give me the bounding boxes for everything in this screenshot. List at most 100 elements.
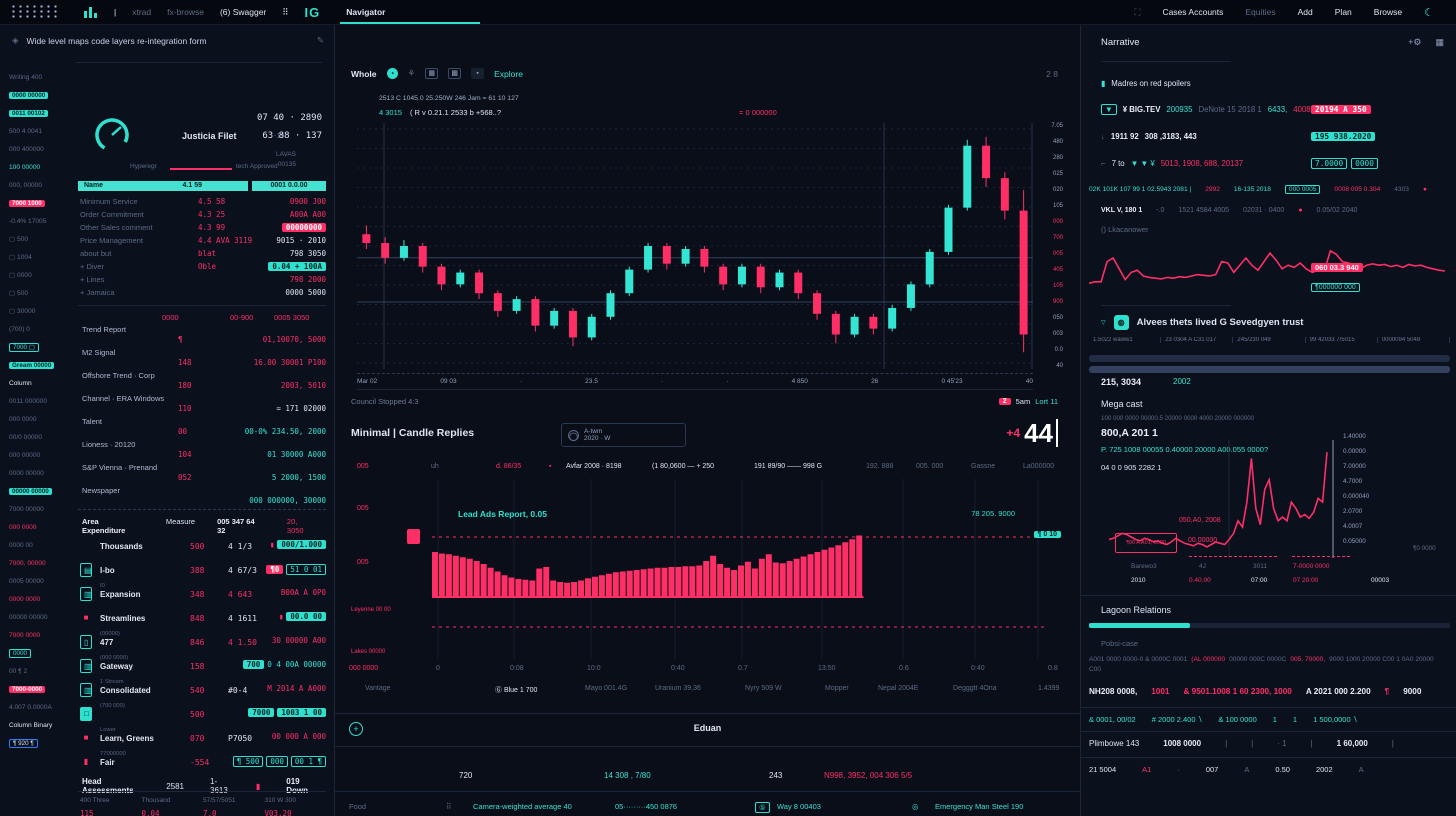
quantity-display[interactable]: +4 44: [1006, 419, 1058, 447]
topbar-menu-item[interactable]: Browse: [1373, 7, 1403, 17]
account-table-row[interactable]: Order Commitment 4.3 25 A00A A00: [80, 208, 326, 221]
account-table-row[interactable]: + Diver Oble 0.04 + 100A: [80, 260, 326, 273]
scrollbar[interactable]: [1089, 366, 1450, 373]
sidebar-item[interactable]: 00/0 00000: [9, 429, 76, 447]
watchlist-row[interactable]: ▥ I0 Expansion 348 4 643 B00A A 0P0: [78, 583, 326, 607]
topbar-menu-item[interactable]: fx-browse: [167, 6, 204, 17]
topbar-menu-item[interactable]: Cases Accounts: [1162, 7, 1224, 17]
sidebar-item[interactable]: 00 ¶ 2: [9, 663, 76, 681]
sidebar-item[interactable]: (700) 0: [9, 321, 76, 339]
news-item[interactable]: ▼ ¥ BIG.TEV 200935 DeNote 15 2018 1 6433, 400…: [1101, 101, 1446, 117]
sidebar-item[interactable]: Column: [9, 375, 76, 393]
sidebar-item[interactable]: 0000 00000: [9, 87, 76, 105]
watchlist-row[interactable]: ▯ (00000) 477 846 4 1.50 30 00000 A00: [78, 631, 326, 655]
sidebar-item[interactable]: 000 00000: [9, 447, 76, 465]
watchlist-row[interactable]: Thousands 500 4 1/3 ▮ 000/1.000: [78, 535, 326, 559]
sidebar-item[interactable]: 0000 00: [9, 537, 76, 555]
dark-icon[interactable]: ▪: [471, 68, 485, 79]
settings-icon[interactable]: +⚙: [1408, 37, 1422, 47]
sidebar-item[interactable]: ▢ 500: [9, 285, 76, 303]
sidebar-item[interactable]: ¶ 920 ¶: [9, 735, 76, 753]
news-item[interactable]: ▮ Madres on red spoilers: [1101, 75, 1446, 91]
sidebar-item[interactable]: 100 00000: [9, 159, 76, 177]
moon-icon[interactable]: ☾: [1424, 6, 1434, 19]
account-table-row[interactable]: Price Management 4.4 AVA 3119 9015 · 2010: [80, 234, 326, 247]
account-table-row[interactable]: + Jamaica 0000 5000: [80, 286, 326, 299]
plus-circle-icon[interactable]: +: [349, 722, 363, 736]
sidebar-item[interactable]: 0000: [9, 645, 76, 663]
topbar-menu-item[interactable]: ⠿: [282, 6, 289, 17]
holding-label[interactable]: Channel · ERA Windows: [82, 394, 165, 403]
sidebar-item[interactable]: 0000 00000: [9, 465, 76, 483]
scrollbar[interactable]: [1089, 355, 1450, 362]
holding-label[interactable]: M2 Signal: [82, 348, 116, 357]
sidebar-item[interactable]: 4.007 0.0000A: [9, 699, 76, 717]
grid-icon[interactable]: ▦: [425, 68, 439, 79]
sidebar-item[interactable]: 7000, 00000: [9, 555, 76, 573]
watchlist-row[interactable]: ■ Streamlines 848 4 1611 ▮ 00.0 00: [78, 607, 326, 631]
flask-icon[interactable]: ⚘: [407, 68, 416, 78]
sidebar-item[interactable]: 0011 000000: [9, 393, 76, 411]
sidebar-item[interactable]: ▢ 500: [9, 231, 76, 249]
sidebar-item[interactable]: -0.4% 17005: [9, 213, 76, 231]
sidebar-item[interactable]: 7000 00000: [9, 501, 76, 519]
topbar-menu-item[interactable]: Plan: [1334, 7, 1352, 17]
holding-label[interactable]: Newspaper: [82, 486, 120, 495]
sidebar-item[interactable]: 7000 ▢: [9, 339, 76, 357]
topbar-menu-item[interactable]: Add: [1297, 7, 1313, 17]
sidebar-item[interactable]: 0005 00000: [9, 573, 76, 591]
volume-chart[interactable]: 005 005 Leyenne 00 00 Lakes 00000 Lead A…: [349, 479, 1063, 661]
account-table-row[interactable]: Minimum Service 4.5 58 0900 J00: [80, 195, 326, 208]
sidebar-item[interactable]: 000 400000: [9, 141, 76, 159]
sidebar-item[interactable]: 000 0000: [9, 519, 76, 537]
sidebar-item[interactable]: 00000 00000: [9, 609, 76, 627]
holding-label[interactable]: Lioness · 20120: [82, 440, 136, 449]
watchlist-row[interactable]: ▥ (000 0000) Gateway 158 700 0 4 00A 00000: [78, 655, 326, 679]
edit-icon[interactable]: ✎: [316, 35, 324, 45]
mega-chart[interactable]: [1109, 440, 1337, 558]
search-box[interactable]: ◯ A-twm 2020 · W: [561, 423, 686, 447]
volume-plot[interactable]: Lead Ads Report, 0.05 78 205. 9000 ¶ 0 1…: [432, 479, 1061, 661]
watchlist-row[interactable]: ▤ I-bo 388 4 67/3 ¶0 51 0 01: [78, 559, 326, 583]
sidebar-item[interactable]: 0011 00102: [9, 105, 76, 123]
holding-label[interactable]: S&P Vienna · Prenand: [82, 463, 158, 472]
grid-view-icon[interactable]: ▦: [1435, 37, 1444, 47]
news-item[interactable]: ⌐ 7 to ▼ ▼ ¥ 5013, 1908, 688, 20137 7.0000 00…: [1101, 155, 1446, 171]
circle-icon[interactable]: ◔: [386, 68, 398, 79]
topbar-menu-item[interactable]: Equities: [1245, 7, 1276, 17]
sidebar-item[interactable]: 000 0000: [9, 411, 76, 429]
account-table-row[interactable]: about but blat 798 3050: [80, 247, 326, 260]
topbar-menu-item[interactable]: xtrad: [132, 6, 152, 17]
watchlist-row[interactable]: ▥ 1 Stream Consolidated 540 #0-4 M 2014 A A00…: [78, 679, 326, 703]
sidebar-item[interactable]: Writing 400: [9, 69, 76, 87]
candlestick-chart[interactable]: 2513 C 1045.0 25.250W 246 Jam = 61 10 12…: [349, 91, 1063, 390]
sidebar-item[interactable]: 7000-0000: [9, 681, 76, 699]
sidebar-item[interactable]: 500 4 0041: [9, 123, 76, 141]
holding-label[interactable]: Trend Report: [82, 325, 126, 334]
expand-icon[interactable]: ⛶: [1134, 6, 1141, 17]
grid2-icon[interactable]: ▩: [448, 68, 462, 79]
sidebar-item[interactable]: ▢ 0000: [9, 267, 76, 285]
news-item[interactable]: ↓ 1911 92 308 ,3183, 443 195 938.2020: [1101, 128, 1446, 144]
sidebar-item[interactable]: 000, 00000: [9, 177, 76, 195]
candle-plot[interactable]: [357, 123, 1033, 369]
sidebar-item[interactable]: Gream 00000: [9, 357, 76, 375]
sidebar-item[interactable]: ▢ 30000: [9, 303, 76, 321]
tab-navigator[interactable]: Navigator: [346, 7, 386, 17]
sidebar-item[interactable]: 0000 0000: [9, 591, 76, 609]
sidebar-item[interactable]: 7000 0000: [9, 627, 76, 645]
topbar-menu-item[interactable]: (6) Swagger: [219, 6, 267, 17]
account-table-row[interactable]: + Lines 798 2000: [80, 273, 326, 286]
explore-button[interactable]: Explore: [494, 68, 523, 79]
holding-label[interactable]: Offshore Trend · Corp: [82, 371, 155, 380]
sidebar-item[interactable]: ▢ 1004: [9, 249, 76, 267]
watchlist-row[interactable]: ▮ 77000000 Fair -554 ¶ 500 000 00 1 ¶: [78, 751, 326, 775]
watchlist-row[interactable]: □ (700 000) 500 7000 1003 1 00: [78, 703, 326, 727]
eduan-bar[interactable]: + Eduan: [335, 713, 1080, 747]
holding-label[interactable]: Talent: [82, 417, 103, 426]
watchlist-row[interactable]: ■ Lower Learn, Greens 070 P7050 00 000 A 000: [78, 727, 326, 751]
sidebar-item[interactable]: 7000 1000: [9, 195, 76, 213]
account-table-row[interactable]: Other Sales comment 4.3 99 00000000: [80, 221, 326, 234]
sidebar-item[interactable]: 00000 00000: [9, 483, 76, 501]
sidebar-item[interactable]: Column Binary: [9, 717, 76, 735]
